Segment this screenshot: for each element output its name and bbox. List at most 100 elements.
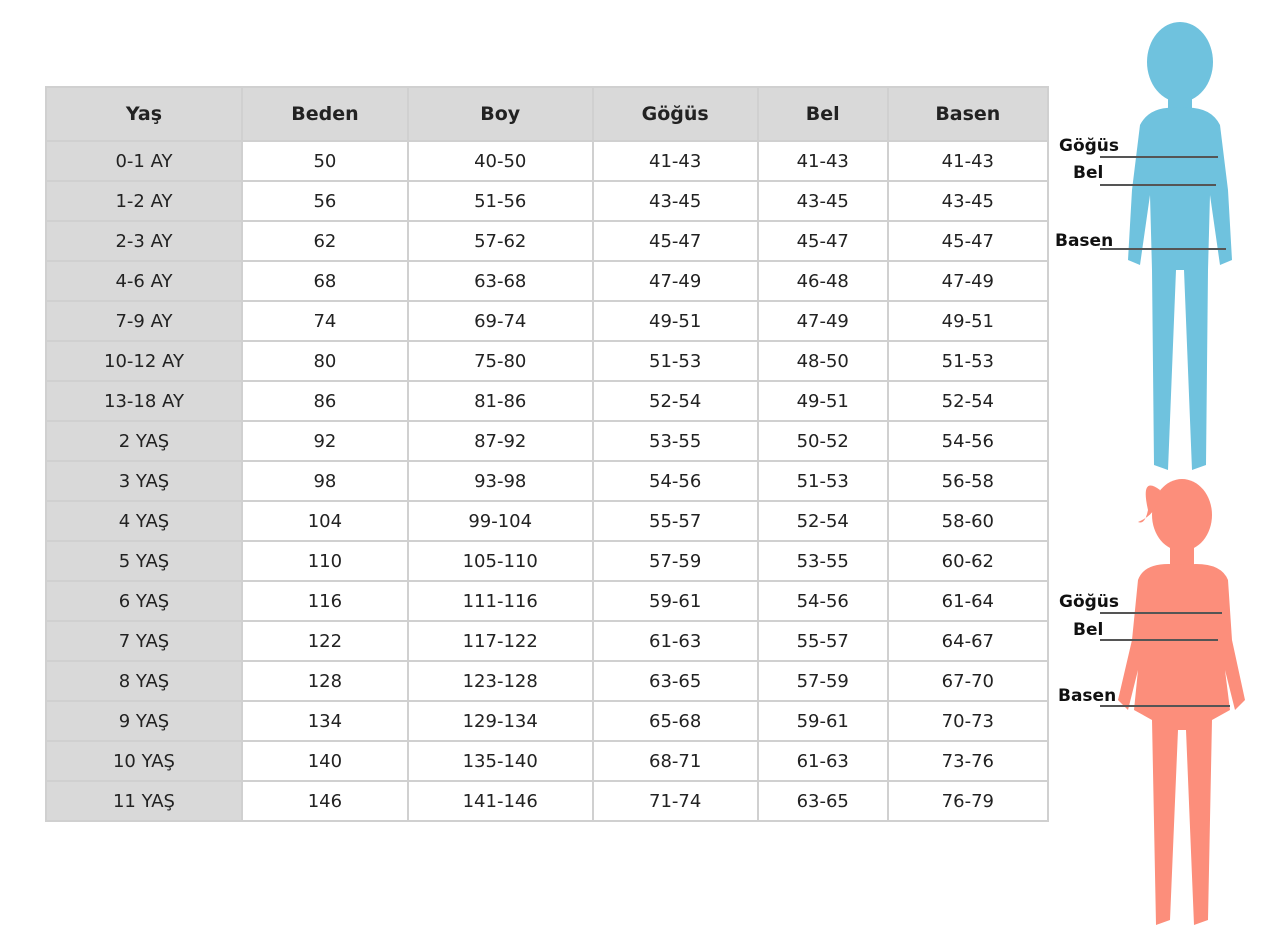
cell-size: 122	[240, 620, 409, 662]
cell-age: 4 YAŞ	[45, 500, 243, 542]
cell-hip: 56-58	[886, 460, 1050, 502]
cell-chest: 55-57	[591, 500, 759, 542]
table-row: 1-2 AY 56 51-56 43-45 43-45 43-45	[45, 180, 1050, 222]
cell-hip: 73-76	[886, 740, 1050, 782]
table-row: 2-3 AY 62 57-62 45-47 45-47 45-47	[45, 220, 1050, 262]
size-chart-table: Yaş Beden Boy Göğüs Bel Basen 0-1 AY 50 40-50 41…	[45, 86, 1050, 822]
cell-waist: 41-43	[756, 140, 889, 182]
table-row: 0-1 AY 50 40-50 41-43 41-43 41-43	[45, 140, 1050, 182]
cell-chest: 63-65	[591, 660, 759, 702]
cell-waist: 48-50	[756, 340, 889, 382]
table-row: 10 YAŞ 140 135-140 68-71 61-63 73-76	[45, 740, 1050, 782]
cell-size: 128	[240, 660, 409, 702]
cell-age: 10-12 AY	[45, 340, 243, 382]
table-row: 11 YAŞ 146 141-146 71-74 63-65 76-79	[45, 780, 1050, 822]
cell-height: 40-50	[406, 140, 594, 182]
header-size: Beden	[240, 86, 409, 142]
cell-waist: 50-52	[756, 420, 889, 462]
header-waist: Bel	[756, 86, 889, 142]
cell-waist: 47-49	[756, 300, 889, 342]
cell-hip: 45-47	[886, 220, 1050, 262]
cell-hip: 61-64	[886, 580, 1050, 622]
girl-waist-label: Bel	[1073, 620, 1104, 640]
girl-hip-label: Basen	[1058, 686, 1117, 706]
girl-silhouette	[1100, 479, 1245, 925]
cell-age: 3 YAŞ	[45, 460, 243, 502]
cell-size: 50	[240, 140, 409, 182]
cell-size: 116	[240, 580, 409, 622]
cell-hip: 64-67	[886, 620, 1050, 662]
cell-height: 123-128	[406, 660, 594, 702]
cell-height: 81-86	[406, 380, 594, 422]
table-row: 4 YAŞ 104 99-104 55-57 52-54 58-60	[45, 500, 1050, 542]
table-row: 5 YAŞ 110 105-110 57-59 53-55 60-62	[45, 540, 1050, 582]
cell-age: 8 YAŞ	[45, 660, 243, 702]
cell-size: 104	[240, 500, 409, 542]
cell-age: 9 YAŞ	[45, 700, 243, 742]
cell-age: 2 YAŞ	[45, 420, 243, 462]
cell-waist: 55-57	[756, 620, 889, 662]
cell-age: 7 YAŞ	[45, 620, 243, 662]
cell-hip: 41-43	[886, 140, 1050, 182]
cell-chest: 41-43	[591, 140, 759, 182]
cell-chest: 68-71	[591, 740, 759, 782]
cell-chest: 65-68	[591, 700, 759, 742]
cell-hip: 70-73	[886, 700, 1050, 742]
table-row: 3 YAŞ 98 93-98 54-56 51-53 56-58	[45, 460, 1050, 502]
cell-height: 57-62	[406, 220, 594, 262]
cell-size: 68	[240, 260, 409, 302]
cell-waist: 52-54	[756, 500, 889, 542]
cell-hip: 60-62	[886, 540, 1050, 582]
cell-age: 11 YAŞ	[45, 780, 243, 822]
cell-height: 87-92	[406, 420, 594, 462]
cell-age: 10 YAŞ	[45, 740, 243, 782]
cell-size: 62	[240, 220, 409, 262]
cell-height: 93-98	[406, 460, 594, 502]
cell-size: 56	[240, 180, 409, 222]
cell-chest: 59-61	[591, 580, 759, 622]
cell-waist: 46-48	[756, 260, 889, 302]
cell-size: 140	[240, 740, 409, 782]
cell-waist: 61-63	[756, 740, 889, 782]
cell-age: 2-3 AY	[45, 220, 243, 262]
table-row: 7-9 AY 74 69-74 49-51 47-49 49-51	[45, 300, 1050, 342]
cell-size: 80	[240, 340, 409, 382]
cell-height: 69-74	[406, 300, 594, 342]
cell-size: 146	[240, 780, 409, 822]
cell-height: 63-68	[406, 260, 594, 302]
cell-size: 98	[240, 460, 409, 502]
cell-waist: 43-45	[756, 180, 889, 222]
cell-chest: 51-53	[591, 340, 759, 382]
table-row: 10-12 AY 80 75-80 51-53 48-50 51-53	[45, 340, 1050, 382]
boy-hip-label: Basen	[1055, 231, 1114, 251]
table-row: 4-6 AY 68 63-68 47-49 46-48 47-49	[45, 260, 1050, 302]
cell-chest: 47-49	[591, 260, 759, 302]
cell-hip: 52-54	[886, 380, 1050, 422]
cell-hip: 43-45	[886, 180, 1050, 222]
cell-waist: 57-59	[756, 660, 889, 702]
cell-chest: 71-74	[591, 780, 759, 822]
cell-age: 13-18 AY	[45, 380, 243, 422]
cell-height: 141-146	[406, 780, 594, 822]
cell-waist: 51-53	[756, 460, 889, 502]
cell-waist: 54-56	[756, 580, 889, 622]
cell-size: 74	[240, 300, 409, 342]
table-row: 13-18 AY 86 81-86 52-54 49-51 52-54	[45, 380, 1050, 422]
table-row: 6 YAŞ 116 111-116 59-61 54-56 61-64	[45, 580, 1050, 622]
cell-height: 105-110	[406, 540, 594, 582]
cell-age: 5 YAŞ	[45, 540, 243, 582]
cell-age: 6 YAŞ	[45, 580, 243, 622]
cell-hip: 67-70	[886, 660, 1050, 702]
cell-height: 117-122	[406, 620, 594, 662]
cell-size: 86	[240, 380, 409, 422]
cell-height: 129-134	[406, 700, 594, 742]
cell-size: 92	[240, 420, 409, 462]
cell-chest: 52-54	[591, 380, 759, 422]
cell-height: 99-104	[406, 500, 594, 542]
cell-age: 4-6 AY	[45, 260, 243, 302]
cell-hip: 58-60	[886, 500, 1050, 542]
cell-height: 135-140	[406, 740, 594, 782]
cell-waist: 45-47	[756, 220, 889, 262]
cell-chest: 45-47	[591, 220, 759, 262]
cell-waist: 59-61	[756, 700, 889, 742]
